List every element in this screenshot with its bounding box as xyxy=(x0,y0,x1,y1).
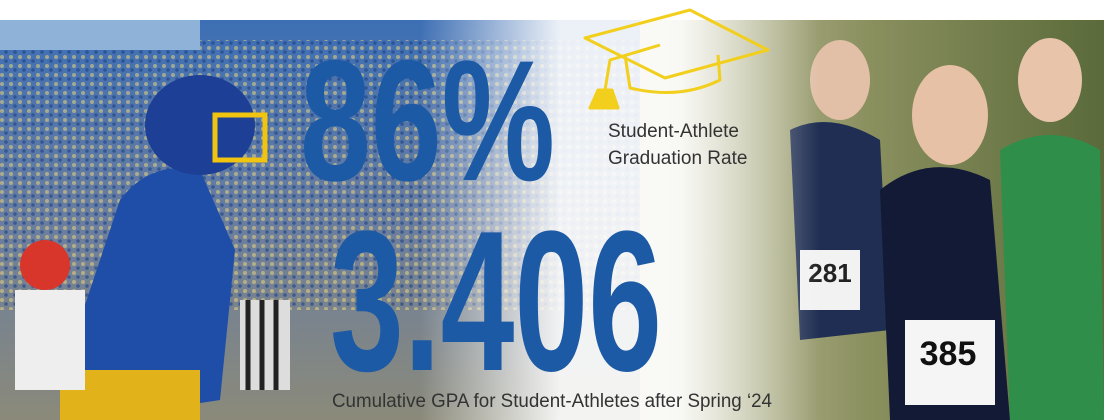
stat-label: Cumulative GPA for Student-Athletes afte… xyxy=(332,391,772,412)
stat-label: Student-Athlete xyxy=(608,121,739,142)
banner: 281 385 86% Student-Athlete Graduation R… xyxy=(0,0,1104,420)
page: 281 385 86% Student-Athlete Graduation R… xyxy=(0,0,1104,420)
stat-value: 3.406 xyxy=(330,190,662,413)
stat-label: Graduation Rate xyxy=(608,148,747,169)
top-strip xyxy=(0,0,1104,20)
bib-number: 385 xyxy=(920,335,977,373)
stat-value: 86% xyxy=(300,25,555,217)
